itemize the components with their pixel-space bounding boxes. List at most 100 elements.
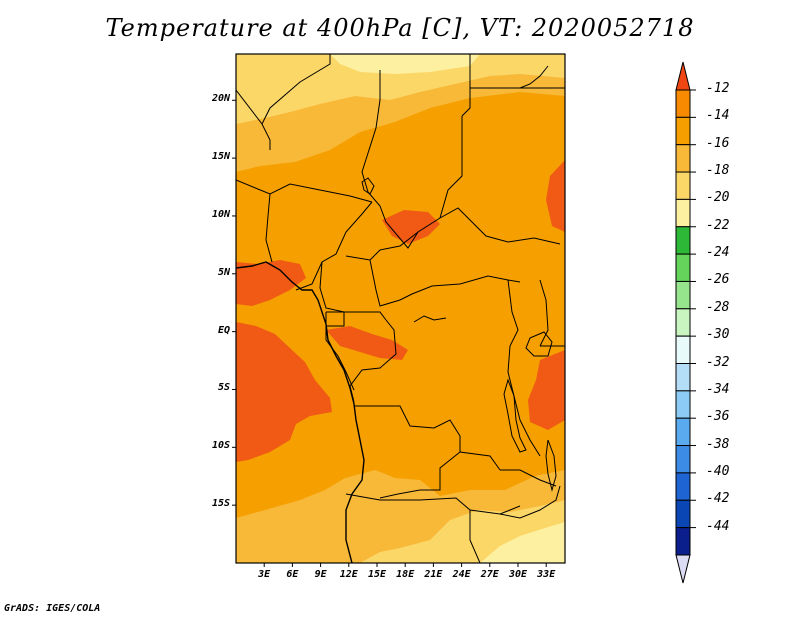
river-congo bbox=[413, 315, 447, 323]
colorbar-label: -28 bbox=[706, 299, 730, 315]
y-tick-label: 20N bbox=[211, 93, 230, 105]
colorbar-swatch bbox=[675, 116, 691, 146]
colorbar-swatch bbox=[675, 390, 691, 419]
x-axis-ticks bbox=[263, 563, 547, 567]
temperature-field bbox=[236, 54, 565, 563]
colorbar-swatch bbox=[675, 417, 691, 447]
border-niger-nigeria bbox=[236, 179, 373, 203]
colorbar-label: -18 bbox=[706, 163, 730, 179]
colorbar-swatch bbox=[675, 499, 691, 529]
border-namibia-botswana bbox=[469, 510, 481, 563]
border-uganda-drc bbox=[507, 279, 541, 457]
y-tick-label: 10N bbox=[211, 208, 230, 220]
border-uganda-kenya bbox=[539, 279, 549, 347]
lake-tanganyika bbox=[503, 378, 527, 453]
border-nigeria-cameroon bbox=[295, 201, 373, 291]
border-sudan-southsudan bbox=[439, 207, 561, 245]
colorbar-label: -36 bbox=[706, 409, 730, 425]
band-14-12-east bbox=[528, 350, 565, 430]
x-tick-label: 3E bbox=[258, 569, 271, 580]
colorbar-swatch bbox=[675, 253, 691, 282]
colorbar-label: -44 bbox=[706, 518, 730, 534]
colorbar-swatch bbox=[675, 308, 691, 337]
border-libya-egypt bbox=[461, 54, 471, 117]
border-chad-sudan bbox=[361, 70, 441, 249]
colorbar-swatch bbox=[675, 198, 691, 228]
colorbar-label: -30 bbox=[706, 327, 730, 343]
y-tick-label: 10S bbox=[211, 440, 230, 452]
colorbar-swatch bbox=[675, 171, 691, 200]
border-benin-nigeria bbox=[265, 193, 273, 263]
band-14-12-sudan bbox=[382, 210, 440, 244]
band-22-20-south bbox=[480, 522, 565, 563]
colorbar-label: -14 bbox=[706, 108, 730, 124]
y-tick-label: EQ bbox=[217, 324, 230, 336]
colorbar-swatch bbox=[675, 472, 691, 501]
band-14-12-west bbox=[236, 322, 332, 462]
border-cameroon-congo bbox=[319, 261, 387, 321]
colorbar-swatch bbox=[675, 335, 691, 364]
x-tick-label: 27E bbox=[480, 569, 499, 580]
map-frame bbox=[235, 53, 566, 564]
colorbar-label: -22 bbox=[706, 217, 730, 233]
lake-chad bbox=[361, 177, 375, 195]
border-equatorial-guinea bbox=[326, 311, 345, 327]
colorbar-swatch bbox=[675, 226, 691, 255]
y-axis-ticks bbox=[232, 99, 236, 506]
colorbar-over-triangle bbox=[675, 61, 691, 91]
chart-title: Temperature at 400hPa [C], VT: 202005271… bbox=[105, 14, 695, 42]
colorbar-swatch bbox=[675, 445, 691, 474]
colorbar-label: -20 bbox=[706, 190, 730, 206]
colorbar-swatch bbox=[675, 89, 691, 118]
x-tick-label: 12E bbox=[339, 569, 358, 580]
x-tick-label: 15E bbox=[367, 569, 387, 580]
colorbar-swatch bbox=[675, 363, 691, 392]
x-tick-label: 18E bbox=[396, 569, 415, 580]
colorbar-label: -38 bbox=[706, 436, 730, 452]
border-libya-chad bbox=[261, 54, 331, 125]
border-gabon bbox=[325, 312, 355, 391]
border-angola-zambia bbox=[379, 451, 461, 499]
x-tick-label: 33E bbox=[537, 569, 556, 580]
colorbar-label: -24 bbox=[706, 245, 730, 261]
lake-victoria bbox=[525, 331, 553, 357]
footer-credit: GrADS: IGES/COLA bbox=[4, 603, 101, 614]
coastline-west-africa bbox=[236, 261, 365, 563]
coastline-red-sea bbox=[519, 65, 549, 89]
border-zambia-tanzania bbox=[500, 469, 557, 487]
x-tick-label: 24E bbox=[452, 569, 471, 580]
y-tick-label: 5S bbox=[217, 382, 230, 394]
border-car-drc bbox=[369, 259, 521, 307]
x-tick-label: 6E bbox=[286, 569, 299, 580]
colorbar-under-triangle bbox=[675, 554, 691, 584]
colorbar-swatches bbox=[675, 61, 696, 584]
lake-malawi bbox=[545, 439, 557, 492]
y-tick-label: 15S bbox=[211, 498, 230, 510]
band-14-12-gulf bbox=[236, 260, 306, 306]
border-chad-car bbox=[345, 231, 419, 261]
band-14-12-northeast bbox=[546, 160, 565, 232]
border-algeria-niger bbox=[236, 89, 271, 150]
y-tick-label: 5N bbox=[217, 266, 230, 278]
colorbar-swatch bbox=[675, 527, 691, 556]
y-tick-label: 15N bbox=[211, 151, 230, 163]
colorbar-label: -26 bbox=[706, 272, 730, 288]
colorbar-label: -42 bbox=[706, 491, 730, 507]
border-drc-angola bbox=[354, 405, 501, 471]
x-tick-label: 9E bbox=[314, 569, 327, 580]
colorbar-label: -16 bbox=[706, 135, 730, 151]
colorbar-swatch bbox=[675, 280, 691, 310]
country-borders bbox=[236, 54, 565, 563]
colorbar-label: -34 bbox=[706, 381, 730, 397]
border-sudan-ethiopia bbox=[439, 116, 463, 219]
colorbar-label: -12 bbox=[706, 81, 730, 96]
colorbar-label: -40 bbox=[706, 463, 730, 479]
colorbar-swatch bbox=[675, 144, 691, 173]
band-22-20-north bbox=[330, 54, 480, 74]
x-tick-label: 30E bbox=[508, 569, 528, 580]
x-tick-label: 21E bbox=[424, 569, 443, 580]
colorbar-label: -32 bbox=[706, 354, 730, 370]
band-14-12-gabon bbox=[326, 326, 408, 360]
border-zambia-zimbabwe bbox=[499, 485, 561, 519]
